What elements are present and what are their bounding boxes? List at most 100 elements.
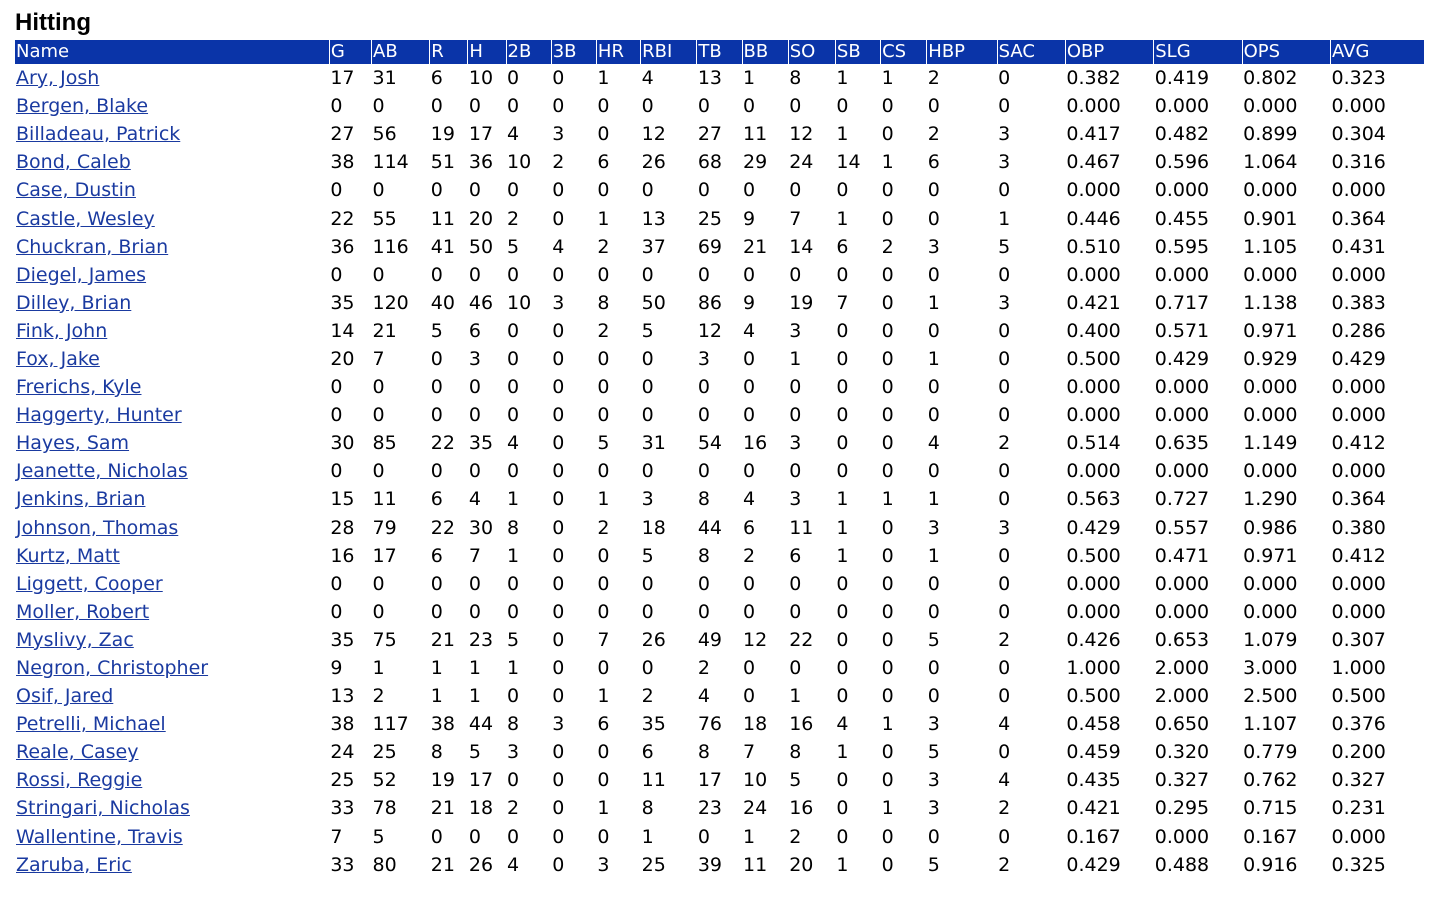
stat-cell-3b: 0 bbox=[552, 769, 565, 792]
player-name-link[interactable]: Bond, Caleb bbox=[16, 151, 131, 174]
player-name-link[interactable]: Liggett, Cooper bbox=[16, 572, 163, 595]
stat-cell-g: 38 bbox=[330, 713, 355, 736]
stat-cell-cs: 0 bbox=[881, 628, 894, 651]
stat-cell-rbi: 12 bbox=[641, 123, 666, 146]
stat-cell-rbi: 31 bbox=[641, 432, 666, 455]
stat-cell-slg: 0.488 bbox=[1154, 853, 1210, 876]
player-name-link[interactable]: Diegel, James bbox=[16, 263, 147, 286]
stat-cell-obp: 0.421 bbox=[1066, 797, 1121, 820]
stat-cell-slg: 0.653 bbox=[1154, 628, 1210, 651]
stat-cell-rbi: 1 bbox=[641, 825, 654, 848]
stat-cell-sac: 0 bbox=[998, 488, 1011, 511]
stat-cell-slg: 0.419 bbox=[1154, 67, 1210, 90]
stat-cell-h: 1 bbox=[468, 685, 481, 708]
stat-cell-cs: 0 bbox=[881, 769, 894, 792]
player-name-link[interactable]: Fox, Jake bbox=[16, 347, 100, 370]
player-name-link[interactable]: Jeanette, Nicholas bbox=[16, 460, 188, 483]
stat-cell-3b: 0 bbox=[552, 207, 565, 230]
stat-cell-hbp: 0 bbox=[927, 207, 940, 230]
player-name-link[interactable]: Frerichs, Kyle bbox=[16, 376, 142, 399]
stat-cell-sb: 0 bbox=[836, 319, 849, 342]
column-header-sac: SAC bbox=[996, 40, 1066, 64]
stat-cell-sac: 0 bbox=[998, 179, 1011, 202]
player-name-link[interactable]: Negron, Christopher bbox=[16, 657, 209, 680]
stat-cell-ab: 0 bbox=[372, 404, 385, 427]
player-name-link[interactable]: Moller, Robert bbox=[16, 600, 150, 623]
player-name-link[interactable]: Bergen, Blake bbox=[16, 95, 149, 118]
stat-cell-avg: 0.376 bbox=[1331, 713, 1386, 736]
stat-cell-tb: 0 bbox=[697, 825, 710, 848]
player-name-link[interactable]: Haggerty, Hunter bbox=[16, 404, 182, 427]
player-name-link[interactable]: Hayes, Sam bbox=[16, 432, 130, 455]
stat-cell-rbi: 8 bbox=[641, 797, 654, 820]
stat-cell-cs: 2 bbox=[881, 235, 894, 258]
stat-cell-3b: 0 bbox=[552, 376, 565, 399]
player-name-cell: Bond, Caleb bbox=[15, 148, 329, 176]
stat-cell-slg: 2.000 bbox=[1154, 657, 1210, 680]
player-name-link[interactable]: Castle, Wesley bbox=[16, 207, 155, 230]
player-name-cell: Petrelli, Michael bbox=[15, 710, 329, 738]
stat-cell-obp: 0.429 bbox=[1066, 853, 1121, 876]
player-name-link[interactable]: Case, Dustin bbox=[16, 179, 136, 202]
table-row: Bergen, Blake 0 0 0 0 0 0 0 0 0 0 0 0 0 0 0 0.000 0.000 0.… bbox=[15, 92, 1424, 120]
player-name-link[interactable]: Rossi, Reggie bbox=[16, 769, 143, 792]
player-name-link[interactable]: Reale, Casey bbox=[16, 741, 139, 764]
stat-cell-tb: 12 bbox=[697, 319, 723, 342]
stat-cell-slg: 0.000 bbox=[1154, 95, 1210, 118]
stat-cell-ops: 0.000 bbox=[1243, 263, 1298, 286]
player-name-link[interactable]: Wallentine, Travis bbox=[16, 825, 183, 848]
stat-cell-obp: 0.426 bbox=[1066, 628, 1121, 651]
player-name-link[interactable]: Osif, Jared bbox=[16, 685, 114, 708]
stat-cell-obp: 0.563 bbox=[1066, 488, 1121, 511]
stat-cell-avg: 0.364 bbox=[1331, 488, 1386, 511]
stat-cell-slg: 0.000 bbox=[1154, 263, 1210, 286]
stat-cell-r: 0 bbox=[430, 376, 443, 399]
stat-cell-ops: 0.971 bbox=[1243, 544, 1298, 567]
stat-cell-2b: 1 bbox=[507, 488, 520, 511]
player-name-link[interactable]: Johnson, Thomas bbox=[16, 516, 179, 539]
stat-cell-hr: 7 bbox=[597, 628, 610, 651]
player-name-link[interactable]: Billadeau, Patrick bbox=[16, 123, 181, 146]
player-name-link[interactable]: Stringari, Nicholas bbox=[16, 797, 190, 820]
stat-cell-r: 1 bbox=[430, 685, 443, 708]
stat-cell-ops: 0.715 bbox=[1243, 797, 1298, 820]
stat-cell-tb: 44 bbox=[697, 516, 723, 539]
stat-cell-ab: 7 bbox=[372, 347, 385, 370]
player-name-link[interactable]: Myslivy, Zac bbox=[16, 628, 134, 651]
stat-cell-sb: 1 bbox=[836, 123, 849, 146]
stat-cell-r: 19 bbox=[430, 123, 455, 146]
table-row: Hayes, Sam 30 85 22 35 4 0 5 31 54 16 3 0 0 4 2 0.514 0.6… bbox=[15, 429, 1424, 457]
stat-cell-3b: 3 bbox=[552, 291, 565, 314]
column-header-ops: OPS bbox=[1241, 40, 1331, 64]
stat-cell-g: 0 bbox=[330, 95, 343, 118]
stat-cell-bb: 0 bbox=[743, 460, 756, 483]
player-name-link[interactable]: Kurtz, Matt bbox=[16, 544, 120, 567]
stat-cell-bb: 1 bbox=[743, 825, 756, 848]
player-name-link[interactable]: Ary, Josh bbox=[16, 67, 100, 90]
stat-cell-sb: 6 bbox=[836, 235, 849, 258]
stat-cell-cs: 1 bbox=[881, 488, 894, 511]
player-name-cell: Zaruba, Eric bbox=[15, 851, 329, 879]
stat-cell-g: 35 bbox=[330, 628, 355, 651]
player-name-link[interactable]: Jenkins, Brian bbox=[16, 488, 146, 511]
stat-cell-hr: 0 bbox=[597, 544, 610, 567]
player-name-link[interactable]: Fink, John bbox=[16, 319, 108, 342]
stat-cell-hbp: 0 bbox=[927, 460, 940, 483]
stat-cell-2b: 8 bbox=[507, 713, 520, 736]
player-name-link[interactable]: Petrelli, Michael bbox=[16, 713, 166, 736]
stat-cell-h: 0 bbox=[468, 600, 481, 623]
player-name-link[interactable]: Zaruba, Eric bbox=[16, 853, 132, 876]
stat-cell-ops: 1.138 bbox=[1243, 291, 1298, 314]
stat-cell-2b: 4 bbox=[507, 432, 520, 455]
player-name-link[interactable]: Chuckran, Brian bbox=[16, 235, 169, 258]
stat-cell-hbp: 4 bbox=[927, 432, 940, 455]
stat-cell-hbp: 0 bbox=[927, 179, 940, 202]
column-header-so: SO bbox=[787, 40, 836, 64]
stat-cell-obp: 0.000 bbox=[1066, 572, 1121, 595]
stat-cell-h: 30 bbox=[468, 516, 494, 539]
stat-cell-so: 22 bbox=[789, 628, 814, 651]
player-name-link[interactable]: Dilley, Brian bbox=[16, 291, 132, 314]
stat-cell-ops: 1.105 bbox=[1243, 235, 1298, 258]
player-name-cell: Hayes, Sam bbox=[15, 429, 329, 457]
stat-cell-h: 3 bbox=[468, 347, 481, 370]
